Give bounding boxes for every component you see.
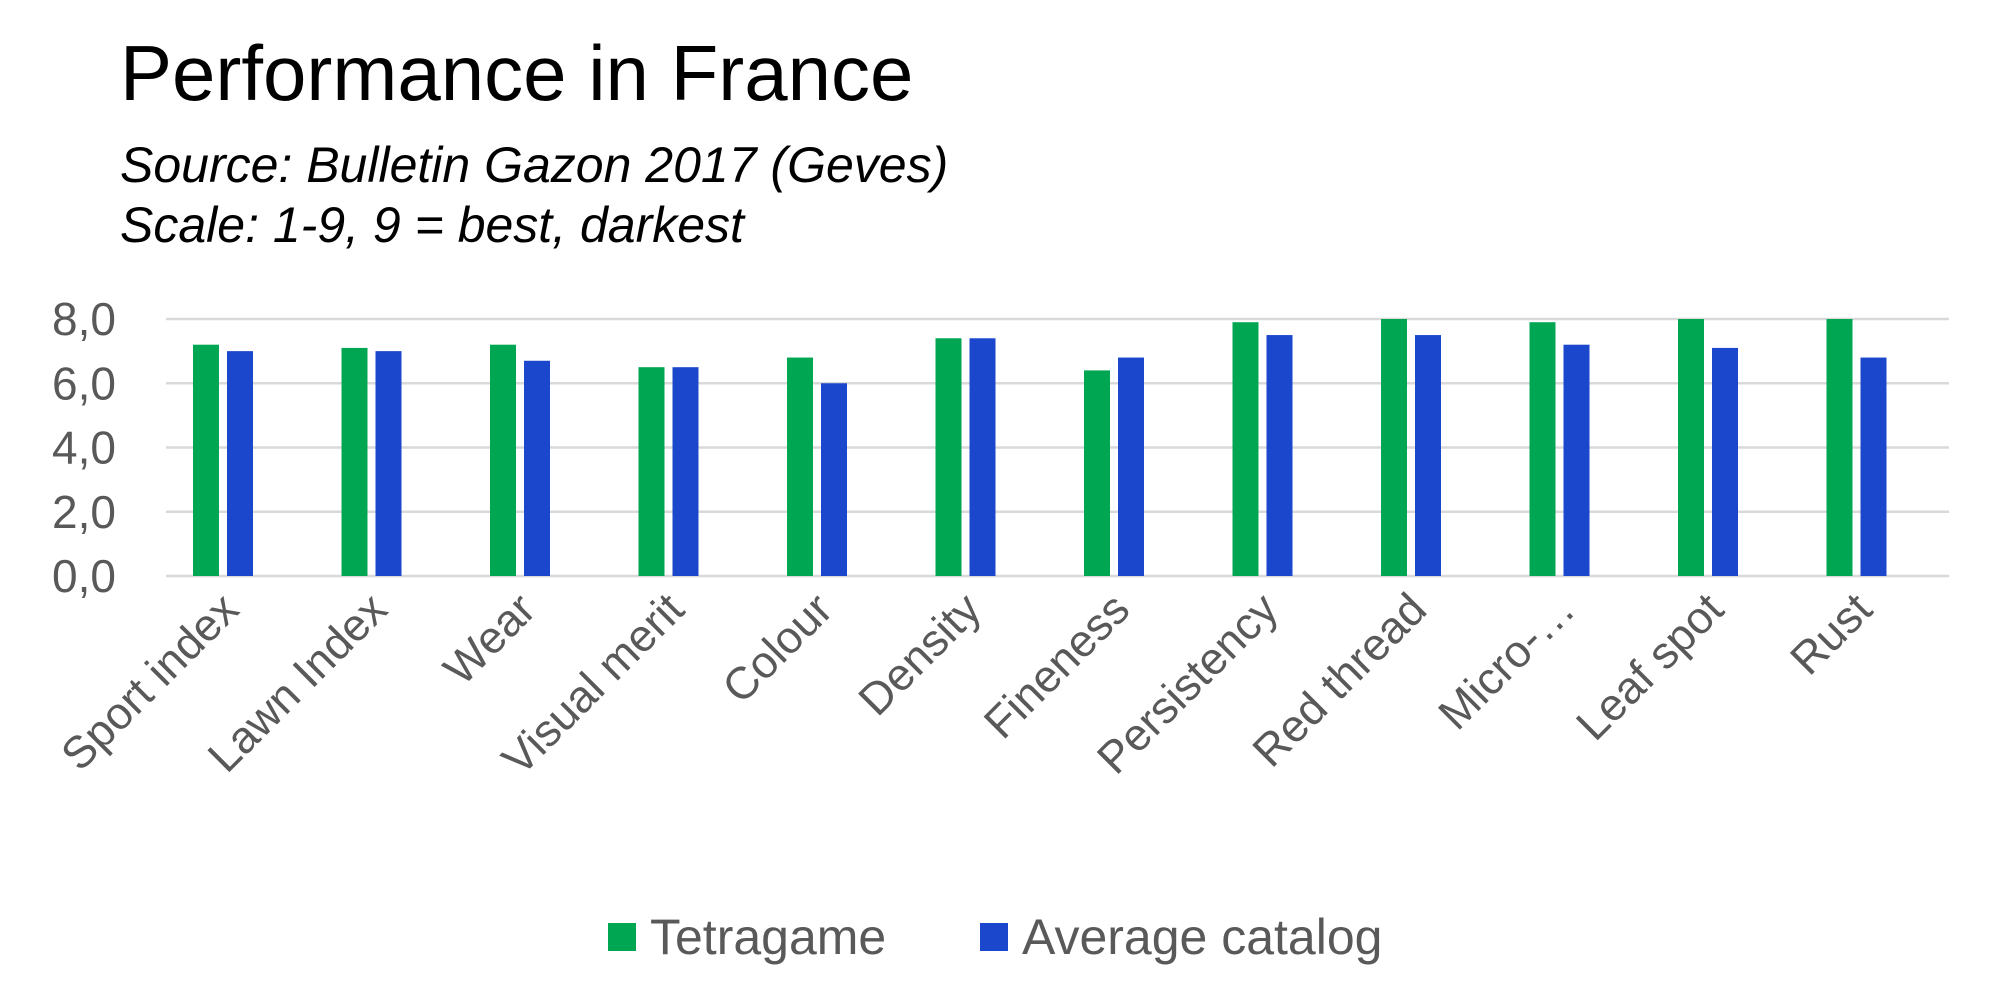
y-tick-label: 8,0 bbox=[52, 293, 116, 345]
bar-tetragame bbox=[1826, 319, 1853, 576]
bar-average-catalog bbox=[672, 367, 699, 576]
bar-tetragame bbox=[490, 344, 516, 576]
bar-average-catalog bbox=[1860, 357, 1887, 576]
y-tick-label: 6,0 bbox=[52, 357, 116, 409]
bar-tetragame bbox=[193, 344, 219, 576]
chart-title: Performance in France bbox=[120, 29, 914, 117]
bar-average-catalog bbox=[1415, 335, 1441, 576]
bar-tetragame bbox=[935, 338, 962, 576]
x-tick-label: Micro-… bbox=[1428, 583, 1584, 739]
y-tick-label: 4,0 bbox=[52, 422, 116, 474]
bar-tetragame bbox=[1529, 322, 1556, 576]
bar-average-catalog bbox=[969, 338, 996, 576]
y-tick-label: 0,0 bbox=[52, 550, 116, 602]
bar-average-catalog bbox=[375, 351, 402, 576]
bar-average-catalog bbox=[227, 351, 253, 576]
bar-tetragame bbox=[1084, 370, 1110, 576]
bar-average-catalog bbox=[524, 360, 550, 576]
legend-item-average-catalog: Average catalog bbox=[980, 908, 1382, 966]
bar-tetragame bbox=[1232, 322, 1259, 576]
chart-subtitle-scale: Scale: 1-9, 9 = best, darkest bbox=[120, 197, 744, 253]
bar-average-catalog bbox=[1563, 344, 1590, 576]
bar-tetragame bbox=[787, 357, 813, 576]
chart-subtitle-source: Source: Bulletin Gazon 2017 (Geves) bbox=[120, 137, 949, 193]
legend-label: Tetragame bbox=[650, 909, 887, 965]
x-tick-label: Density bbox=[848, 583, 991, 726]
x-tick-label: Wear bbox=[434, 583, 546, 695]
bar-average-catalog bbox=[1118, 357, 1144, 576]
bar-tetragame bbox=[1381, 319, 1407, 576]
bar-average-catalog bbox=[821, 383, 847, 576]
bar-average-catalog bbox=[1712, 347, 1738, 576]
bar-average-catalog bbox=[1266, 335, 1293, 576]
bar-tetragame bbox=[638, 367, 665, 576]
legend-item-tetragame: Tetragame bbox=[608, 908, 886, 966]
legend-swatch-tetragame bbox=[608, 923, 636, 951]
bar-tetragame bbox=[341, 347, 368, 576]
legend-swatch-average-catalog bbox=[980, 923, 1008, 951]
legend-label: Average catalog bbox=[1022, 909, 1383, 965]
bar-tetragame bbox=[1678, 319, 1704, 576]
x-tick-label: Colour bbox=[712, 583, 842, 713]
x-tick-label: Leaf spot bbox=[1566, 583, 1733, 750]
x-tick-label: Rust bbox=[1780, 583, 1882, 685]
y-tick-label: 2,0 bbox=[52, 486, 116, 538]
